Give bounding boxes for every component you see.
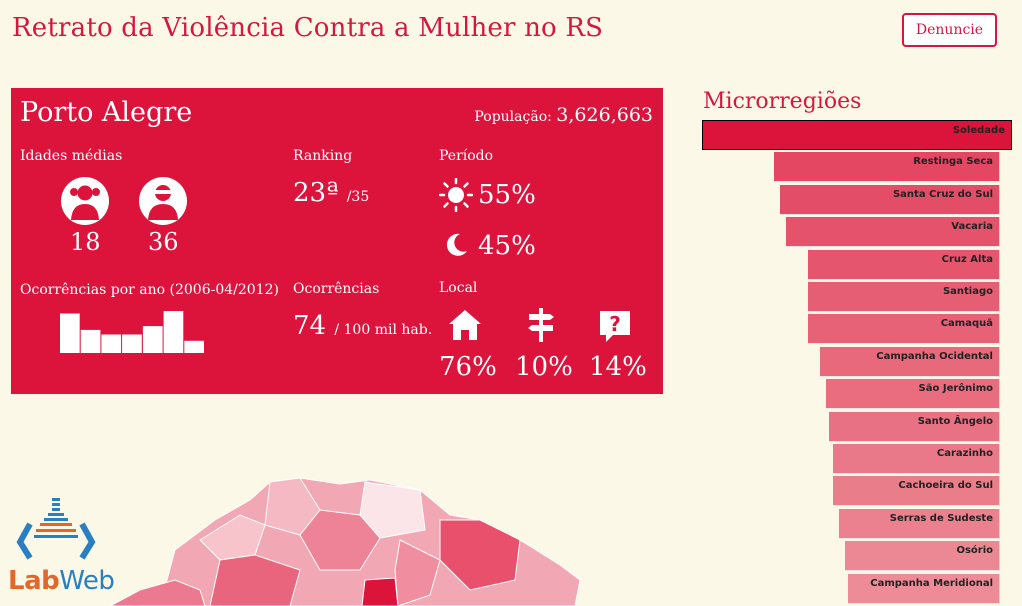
- sun-icon: [439, 178, 473, 212]
- ranking-value: 23ª: [293, 178, 339, 208]
- map-region: [109, 579, 206, 606]
- labweb-logo: [16, 498, 96, 560]
- victim-age: 18: [70, 228, 101, 256]
- microrregioes-title: Microrregiões: [703, 89, 862, 114]
- year-bar: [142, 326, 163, 353]
- labweb-logo-text: LabWeb: [8, 566, 115, 596]
- logo-part2: Web: [59, 566, 115, 596]
- victim-icon: [61, 177, 109, 225]
- rs-map: [109, 477, 581, 606]
- microrregiao-item[interactable]: Cachoeira do Sul: [833, 476, 1000, 507]
- year-bar: [163, 311, 184, 353]
- microrregiao-item[interactable]: Osório: [845, 541, 1000, 572]
- night-percent: 45%: [478, 231, 536, 261]
- idades-label: Idades médias: [20, 148, 123, 164]
- microrregiao-item[interactable]: São Jerônimo: [826, 379, 1000, 410]
- microrregiao-item[interactable]: Santo Ângelo: [829, 411, 1000, 442]
- ocorrencias-value: 74: [293, 311, 327, 341]
- day-percent: 55%: [478, 180, 536, 210]
- map-region: [199, 514, 266, 561]
- population-label: População:: [474, 109, 552, 125]
- microrregiao-item[interactable]: Campanha Meridional: [848, 573, 1000, 604]
- population: População: 3,626,663: [474, 104, 653, 126]
- page-title: Retrato da Violência Contra a Mulher no …: [12, 13, 604, 43]
- map-region: [394, 539, 441, 606]
- aggressor-icon: [139, 177, 187, 225]
- microrregiao-item[interactable]: Cruz Alta: [808, 249, 1000, 280]
- year-bar: [101, 334, 122, 353]
- local-street-percent: 10%: [515, 352, 573, 382]
- svg-text:?: ?: [609, 312, 621, 336]
- ranking: 23ª /35: [293, 178, 369, 208]
- ocorrencias: 74 / 100 mil hab.: [293, 311, 432, 341]
- microrregiao-item[interactable]: Santa Cruz do Sul: [780, 184, 1000, 215]
- local-home-percent: 76%: [439, 352, 497, 382]
- year-bar: [60, 313, 80, 353]
- map-region: [299, 509, 381, 571]
- ranking-total: /35: [346, 189, 370, 205]
- ocorrencias-label: Ocorrências: [293, 281, 380, 297]
- microrregiao-item[interactable]: Carazinho: [833, 444, 1000, 474]
- ranking-label: Ranking: [293, 148, 353, 164]
- year-bar: [122, 334, 142, 353]
- moon-icon: [446, 233, 467, 256]
- microrregiao-item[interactable]: Campanha Ocidental: [820, 346, 1000, 377]
- map-region: [361, 577, 399, 606]
- city-info-panel: Porto Alegre População: 3,626,663 Idades…: [11, 88, 663, 394]
- ocorrencias-ano-label: Ocorrências por ano (2006-04/2012): [20, 282, 279, 298]
- map-region: [359, 481, 426, 539]
- denuncie-button[interactable]: Denuncie: [902, 13, 997, 47]
- microrregiao-item[interactable]: Camaquã: [808, 314, 1000, 345]
- microrregiao-item[interactable]: Soledade: [702, 120, 1012, 150]
- microrregiao-item[interactable]: Serras de Sudeste: [839, 508, 1000, 539]
- ocorrencias-year-bars: [60, 311, 204, 353]
- population-value: 3,626,663: [556, 104, 653, 126]
- microrregioes-list: Soledade Restinga Seca Santa Cruz do Sul Va…: [700, 118, 1022, 606]
- local-label: Local: [439, 280, 478, 296]
- aggressor-age: 36: [148, 228, 179, 256]
- microrregiao-item[interactable]: Vacaria: [786, 217, 1000, 248]
- signpost-icon: [528, 308, 554, 342]
- ocorrencias-unit: / 100 mil hab.: [334, 322, 433, 338]
- house-icon: [449, 310, 481, 340]
- logo-part1: Lab: [8, 566, 60, 596]
- year-bar: [184, 340, 204, 353]
- microrregiao-item[interactable]: Restinga Seca: [774, 152, 1000, 183]
- city-name: Porto Alegre: [20, 97, 193, 128]
- local-unknown-percent: 14%: [589, 352, 647, 382]
- microrregiao-item[interactable]: Santiago: [808, 282, 1000, 312]
- map-region: [209, 554, 301, 606]
- year-bar: [80, 329, 101, 353]
- periodo-label: Período: [439, 148, 494, 164]
- question-icon: ?: [600, 311, 630, 342]
